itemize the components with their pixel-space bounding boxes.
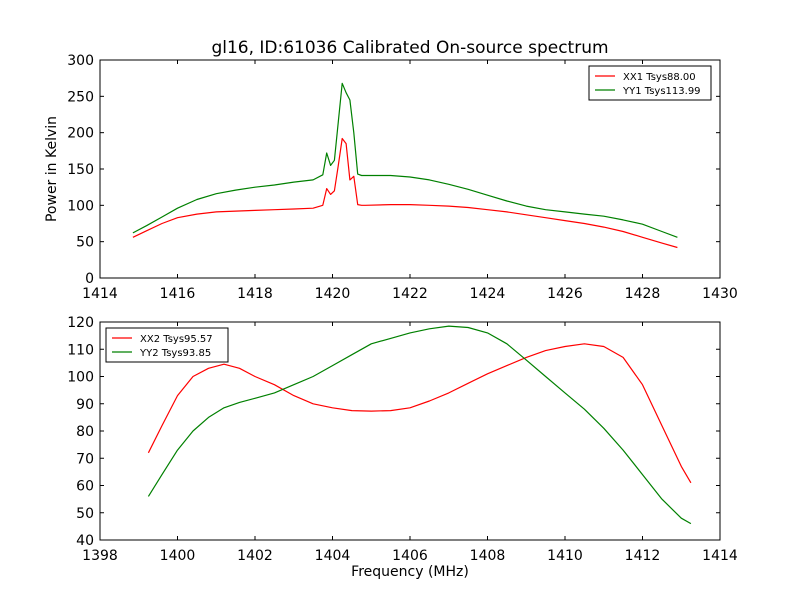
top-chart-y-axis-label: Power in Kelvin: [44, 116, 60, 222]
bottom-chart: 1398 1400 1402 1404 1406 1408 1410 1412 1414 40 50…: [67, 315, 738, 580]
top-chart-y-tick-label: 0: [85, 271, 94, 287]
top-chart-y-tick-label: 150: [67, 162, 94, 178]
top-chart: 1414 1416 1418 1420 1422 1424 1426 1428 1430 0 50 1…: [44, 53, 738, 302]
top-chart-x-tick-label: 1414: [82, 286, 118, 302]
top-chart-series-lines: [132, 82, 678, 249]
bottom-chart-y-tick-label: 100: [67, 370, 94, 386]
top-chart-legend: XX1 Tsys88.00 YY1 Tsys113.99: [588, 65, 712, 101]
top-chart-x-tick-label: 1422: [392, 286, 428, 302]
bottom-chart-y-tick-label: 60: [76, 479, 94, 495]
bottom-chart-x-tick-label: 1404: [315, 548, 351, 564]
bottom-chart-y-tick-label: 50: [76, 506, 94, 522]
top-chart-ticks: 1414 1416 1418 1420 1422 1424 1426 1428 1430 0 50 1…: [67, 53, 738, 302]
figure-title: gl16, ID:61036 Calibrated On-source spec…: [211, 38, 608, 58]
top-chart-legend-label: XX1 Tsys88.00: [623, 72, 696, 83]
bottom-chart-x-tick-label: 1406: [392, 548, 428, 564]
bottom-chart-x-tick-label: 1398: [82, 548, 118, 564]
top-chart-series-line-1: [132, 137, 678, 249]
top-chart-x-tick-label: 1424: [470, 286, 506, 302]
bottom-chart-x-tick-label: 1412: [625, 548, 661, 564]
bottom-chart-series-line-2: [147, 325, 692, 525]
bottom-chart-legend-label: YY2 Tsys93.85: [139, 348, 211, 359]
bottom-chart-x-tick-label: 1414: [702, 548, 738, 564]
bottom-chart-legend-box: [105, 327, 229, 363]
bottom-chart-x-tick-label: 1400: [160, 548, 196, 564]
bottom-chart-y-tick-label: 80: [76, 424, 94, 440]
bottom-chart-series-line-1: [147, 343, 692, 484]
bottom-chart-x-axis-label: Frequency (MHz): [351, 564, 469, 580]
bottom-chart-series-lines: [147, 325, 692, 525]
bottom-chart-ticks: 1398 1400 1402 1404 1406 1408 1410 1412 1414 40 50…: [67, 315, 738, 564]
top-chart-x-tick-label: 1418: [237, 286, 273, 302]
bottom-chart-x-tick-label: 1408: [470, 548, 506, 564]
top-chart-y-tick-label: 300: [67, 53, 94, 69]
top-chart-x-tick-label: 1420: [315, 286, 351, 302]
bottom-chart-x-tick-label: 1402: [237, 548, 273, 564]
bottom-chart-y-tick-label: 90: [76, 397, 94, 413]
bottom-chart-x-tick-label: 1410: [547, 548, 583, 564]
top-chart-legend-label: YY1 Tsys113.99: [622, 86, 701, 97]
top-chart-series-line-2: [132, 82, 678, 238]
top-chart-x-tick-label: 1426: [547, 286, 583, 302]
bottom-chart-legend-label: XX2 Tsys95.57: [140, 334, 213, 345]
top-chart-x-tick-label: 1416: [160, 286, 196, 302]
top-chart-y-tick-label: 250: [67, 89, 94, 105]
bottom-chart-legend: XX2 Tsys95.57 YY2 Tsys93.85: [105, 327, 229, 363]
top-chart-y-tick-label: 50: [76, 235, 94, 251]
top-chart-legend-box: [588, 65, 712, 101]
top-chart-y-tick-label: 100: [67, 198, 94, 214]
top-chart-x-tick-label: 1428: [625, 286, 661, 302]
top-chart-y-tick-label: 200: [67, 126, 94, 142]
top-chart-x-tick-label: 1430: [702, 286, 738, 302]
bottom-chart-y-tick-label: 70: [76, 451, 94, 467]
bottom-chart-y-tick-label: 110: [67, 342, 94, 358]
bottom-chart-y-tick-label: 40: [76, 533, 94, 549]
bottom-chart-y-tick-label: 120: [67, 315, 94, 331]
